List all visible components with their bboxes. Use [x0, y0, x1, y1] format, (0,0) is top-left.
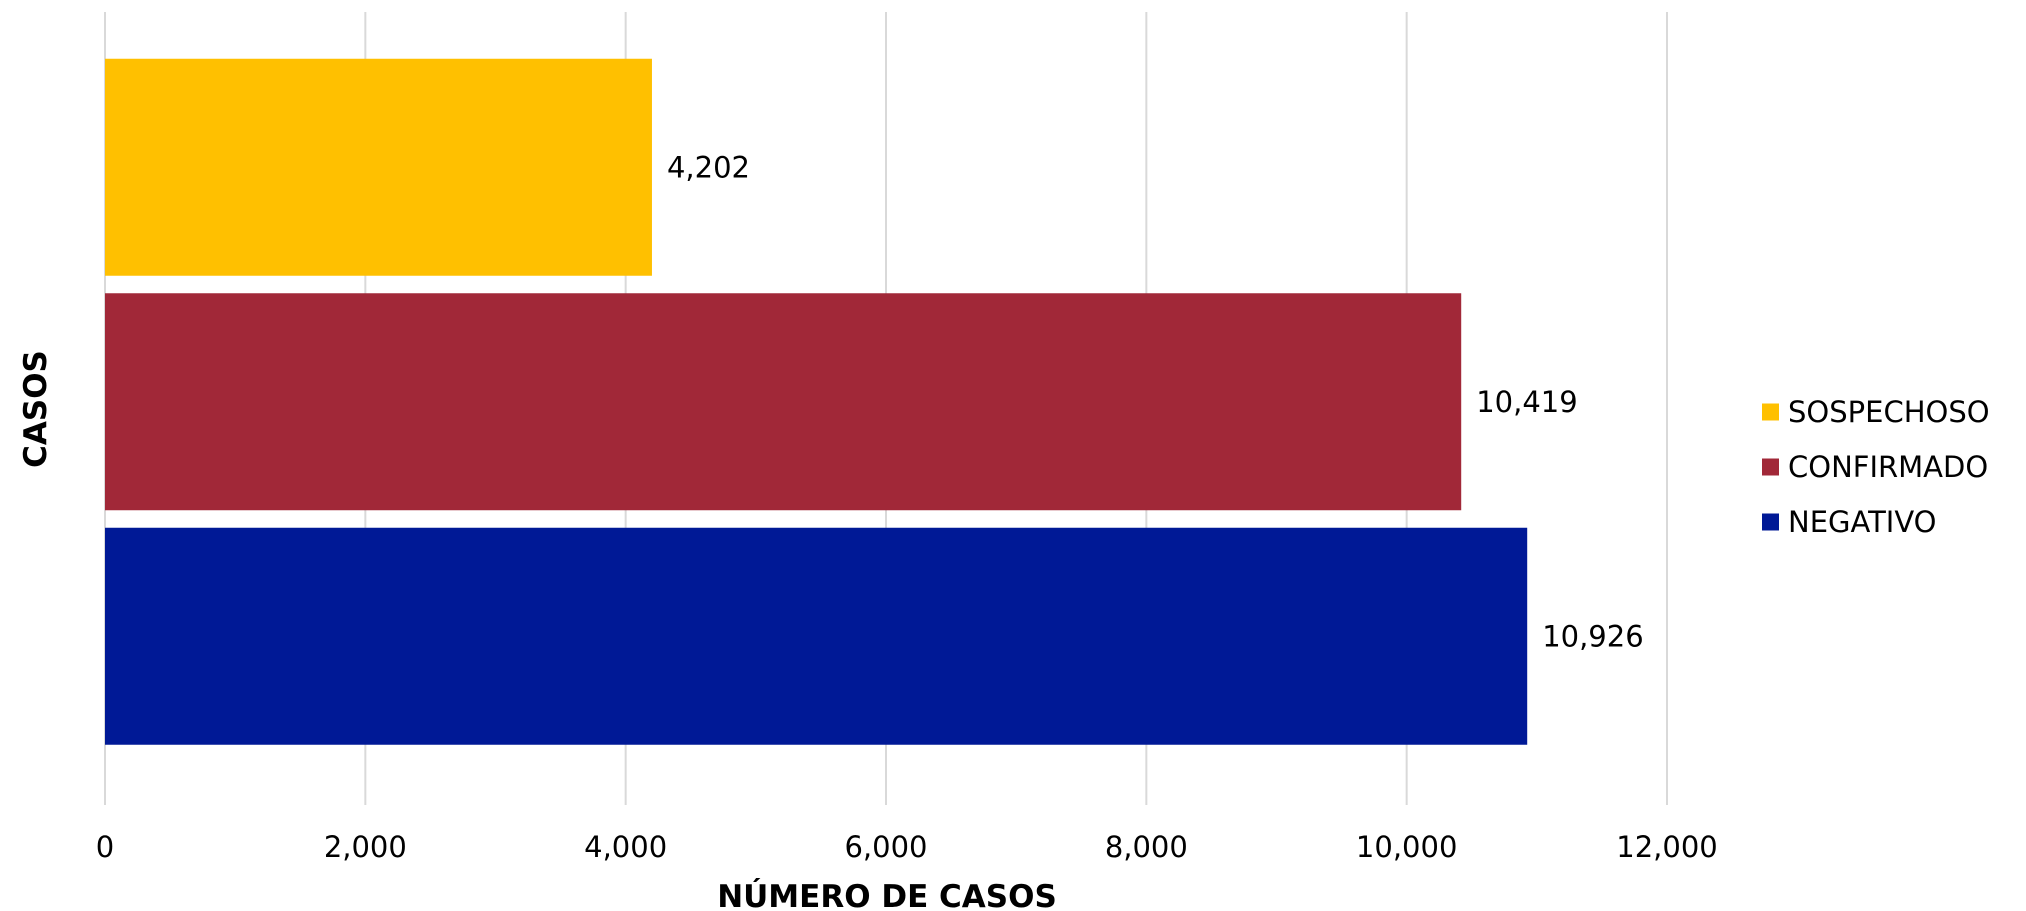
bar-sospechoso [105, 58, 652, 276]
x-tick-label: 2,000 [324, 830, 407, 864]
x-tick-label: 4,000 [584, 830, 667, 864]
x-tick-label: 10,000 [1356, 830, 1457, 864]
data-labels: 4,202 10,419 10,926 [667, 150, 1644, 653]
x-tick-label: 6,000 [844, 830, 927, 864]
legend-label-confirmado: CONFIRMADO [1788, 450, 1988, 484]
x-tick-label: 0 [96, 830, 114, 864]
legend-label-sospechoso: SOSPECHOSO [1788, 395, 1990, 429]
legend-label-negativo: NEGATIVO [1788, 505, 1937, 539]
bars [105, 58, 1528, 745]
data-label-sospechoso: 4,202 [667, 150, 750, 184]
data-label-confirmado: 10,419 [1476, 385, 1577, 419]
y-axis-title: CASOS [18, 350, 54, 468]
x-axis-title: NÚMERO DE CASOS [717, 878, 1057, 911]
legend-swatch-negativo [1762, 513, 1779, 531]
x-axis-ticks: 0 2,000 4,000 6,000 8,000 10,000 12,000 [96, 830, 1718, 864]
legend-swatch-sospechoso [1762, 403, 1779, 421]
x-tick-label: 12,000 [1616, 830, 1717, 864]
bar-confirmado [105, 293, 1462, 511]
data-label-negativo: 10,926 [1542, 619, 1643, 653]
x-tick-label: 8,000 [1105, 830, 1188, 864]
legend: SOSPECHOSO CONFIRMADO NEGATIVO [1762, 395, 1990, 539]
bar-negativo [105, 527, 1528, 745]
legend-swatch-confirmado [1762, 458, 1779, 476]
